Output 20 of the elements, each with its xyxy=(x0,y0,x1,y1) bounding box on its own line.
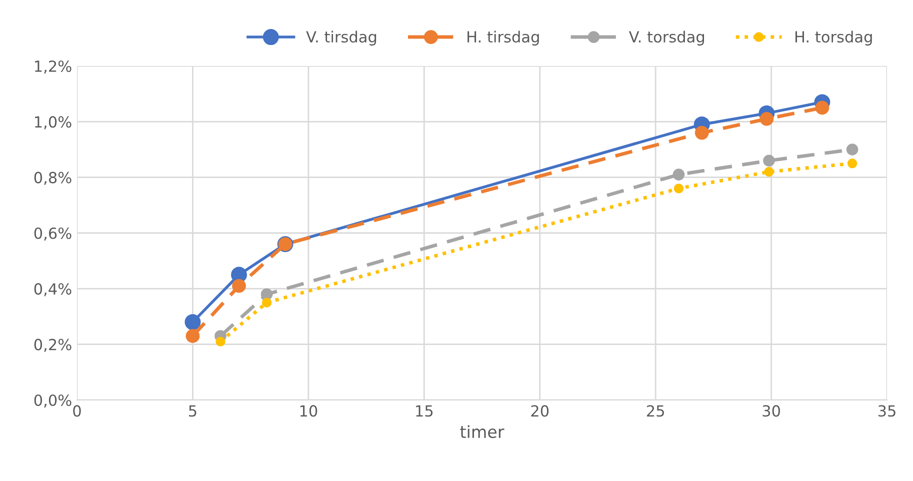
x-tick-label: 20 xyxy=(531,405,549,417)
x-tick-label: 25 xyxy=(646,405,664,417)
legend-label: V. tirsdag xyxy=(306,30,376,46)
y-tick-label: 0,6% xyxy=(34,227,72,241)
x-tick-label: 15 xyxy=(416,405,433,417)
y-tick-label: 0,8% xyxy=(34,172,72,185)
y-tick-label: 0,0% xyxy=(34,394,72,408)
y-tick-label: 1,0% xyxy=(35,116,72,130)
x-tick-label: 10 xyxy=(300,405,318,417)
x-tick-label: 30 xyxy=(762,405,780,417)
x-tick-label: 5 xyxy=(189,405,196,417)
x-axis-title: timer xyxy=(460,425,504,438)
y-tick-label: 0,4% xyxy=(34,283,72,296)
y-tick-label: 0,2% xyxy=(34,338,72,352)
legend-label: H. torsdag xyxy=(795,30,872,46)
x-tick-label: 0 xyxy=(73,405,81,417)
legend-label: V. torsdag xyxy=(628,30,704,46)
x-tick-label: 35 xyxy=(878,405,896,417)
y-tick-label: 1,2% xyxy=(35,60,72,74)
legend-label: H. tirsdag xyxy=(468,30,539,46)
